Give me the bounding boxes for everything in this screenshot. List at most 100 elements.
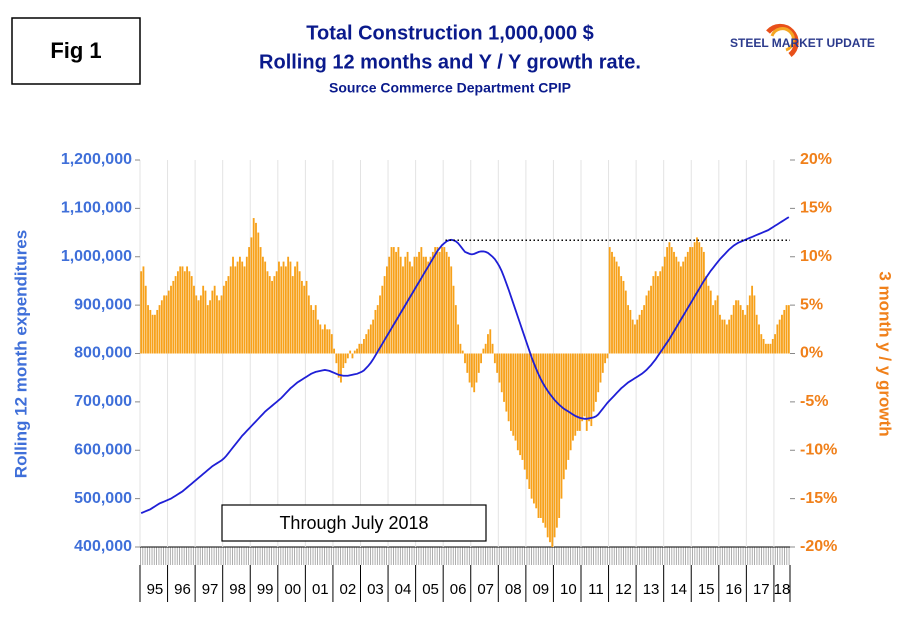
bar xyxy=(381,285,384,354)
bar xyxy=(392,247,395,354)
bar xyxy=(544,353,547,528)
bar xyxy=(261,256,264,354)
bar xyxy=(762,338,765,354)
bar xyxy=(333,348,335,354)
bar xyxy=(604,353,607,364)
y2-tick-label: -20% xyxy=(800,538,837,555)
bar xyxy=(744,314,747,354)
bar xyxy=(225,280,228,354)
bar xyxy=(737,300,740,354)
bar xyxy=(170,285,172,354)
bar xyxy=(310,305,313,354)
bar xyxy=(670,247,673,354)
bar xyxy=(369,324,372,354)
x-tick-label: 03 xyxy=(367,581,384,598)
bar xyxy=(620,276,623,354)
bar xyxy=(764,343,767,354)
bar xyxy=(597,353,600,393)
bar xyxy=(576,353,579,431)
bar xyxy=(546,353,549,538)
bar xyxy=(358,343,361,354)
x-tick-label: 12 xyxy=(615,581,632,598)
month-ticks xyxy=(140,547,790,565)
bar xyxy=(250,237,253,354)
bar xyxy=(273,276,276,354)
bar xyxy=(448,256,450,354)
bar xyxy=(312,309,315,354)
y2-tick-label: 15% xyxy=(800,200,832,217)
bar xyxy=(781,314,783,354)
bar xyxy=(748,295,751,354)
bar xyxy=(643,305,646,354)
bar xyxy=(268,276,271,354)
bar xyxy=(787,305,790,354)
bar xyxy=(689,247,692,354)
bar xyxy=(537,353,540,518)
figure-label: Fig 1 xyxy=(50,38,101,63)
bar xyxy=(487,334,489,354)
bar xyxy=(507,353,510,422)
x-tick-label: 13 xyxy=(643,581,660,598)
bar xyxy=(480,353,482,364)
bar xyxy=(147,305,149,354)
bar xyxy=(379,295,381,354)
bar xyxy=(714,300,717,354)
bar xyxy=(321,329,324,354)
bar xyxy=(413,256,416,354)
bar xyxy=(539,353,542,518)
x-tick-label: 98 xyxy=(229,581,246,598)
bar xyxy=(615,261,618,354)
bar xyxy=(606,353,609,359)
bar xyxy=(567,353,570,460)
x-tick-label: 14 xyxy=(670,581,687,598)
bar xyxy=(555,353,558,528)
logo-swoosh xyxy=(770,27,795,52)
bar xyxy=(266,271,269,354)
bar xyxy=(291,276,294,354)
bar xyxy=(503,353,505,402)
bar xyxy=(229,266,232,354)
bar xyxy=(719,314,721,354)
bar xyxy=(248,247,251,354)
x-tick-label: 99 xyxy=(257,581,274,598)
bar xyxy=(549,353,551,543)
bar xyxy=(565,353,567,470)
bar xyxy=(344,353,347,364)
bar xyxy=(677,261,680,354)
bar xyxy=(353,350,356,354)
bar xyxy=(778,319,781,354)
bar xyxy=(181,266,184,354)
bar xyxy=(259,247,262,354)
bar xyxy=(296,261,299,354)
bar xyxy=(588,353,590,422)
y-tick-label: 700,000 xyxy=(74,393,132,410)
bar xyxy=(234,266,237,354)
bar xyxy=(657,276,659,354)
bar xyxy=(317,319,319,354)
logo-text: STEEL MARKET UPDATE xyxy=(730,36,875,50)
bar xyxy=(751,285,754,354)
bar xyxy=(298,271,301,354)
x-tick-label: 06 xyxy=(450,581,467,598)
bar xyxy=(572,353,574,441)
bar xyxy=(209,300,211,354)
bar xyxy=(154,314,156,354)
bar xyxy=(634,324,636,354)
bar xyxy=(356,348,358,354)
bar xyxy=(767,343,770,354)
bar xyxy=(461,350,464,354)
bar xyxy=(434,247,437,354)
bar xyxy=(464,353,466,364)
bar xyxy=(257,232,260,354)
bar xyxy=(149,309,152,354)
x-tick-label: 11 xyxy=(588,581,604,598)
bar xyxy=(774,334,776,354)
bar xyxy=(696,237,698,354)
bar xyxy=(236,261,239,354)
bar xyxy=(585,353,588,431)
bar xyxy=(346,353,349,359)
bar xyxy=(700,247,703,354)
bar xyxy=(558,353,561,518)
y-tick-label: 1,100,000 xyxy=(61,200,132,217)
bar xyxy=(197,300,200,354)
